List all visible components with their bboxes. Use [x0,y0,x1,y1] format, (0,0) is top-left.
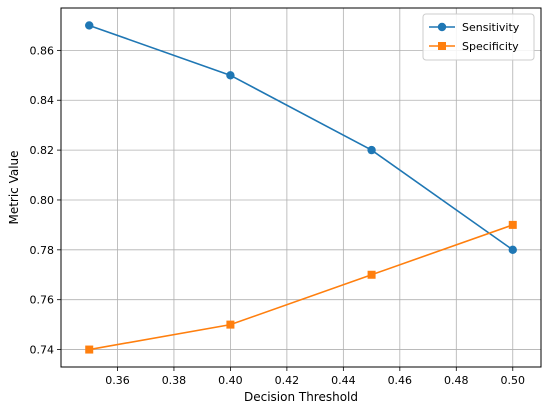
specificity-point [85,345,94,354]
x-tick-label: 0.38 [162,374,187,387]
y-tick-label: 0.78 [30,244,55,257]
legend-specificity-label: Specificity [462,40,519,53]
plot-frame [60,7,542,368]
grid-lines [61,8,541,367]
y-tick-label: 0.76 [30,294,55,307]
y-axis: 0.74 0.76 0.78 0.80 0.82 0.84 0.86 [30,44,61,357]
specificity-point [367,270,376,279]
legend-specificity-marker [438,42,446,50]
x-tick-label: 0.42 [275,374,300,387]
specificity-point [226,320,235,329]
x-axis-label: Decision Threshold [244,390,358,404]
y-tick-label: 0.86 [30,44,55,57]
y-tick-label: 0.84 [30,94,55,107]
x-tick-label: 0.40 [218,374,243,387]
y-tick-label: 0.80 [30,194,55,207]
legend-box [422,13,535,61]
y-axis-label: Metric Value [7,150,21,224]
sensitivity-line [88,24,514,251]
y-tick-label: 0.74 [30,344,55,357]
sensitivity-point [226,71,235,80]
legend-sensitivity-label: Sensitivity [462,21,520,34]
x-tick-label: 0.44 [331,374,356,387]
specificity-line [89,224,514,351]
legend-sensitivity-marker [437,22,447,32]
sensitivity-point [508,245,517,255]
x-tick-label: 0.46 [388,374,413,387]
y-tick-label: 0.82 [30,144,55,157]
x-tick-label: 0.48 [444,374,469,387]
sensitivity-point [367,145,376,155]
specificity-point [508,220,517,229]
x-axis: 0.36 0.38 0.40 0.42 0.44 0.46 0.48 0.50 [105,367,525,387]
series-layer [85,21,517,354]
x-tick-label: 0.36 [105,374,130,387]
sensitivity-point [85,21,94,30]
x-tick-label: 0.50 [501,374,526,387]
legend: Sensitivity Specificity [422,13,535,61]
